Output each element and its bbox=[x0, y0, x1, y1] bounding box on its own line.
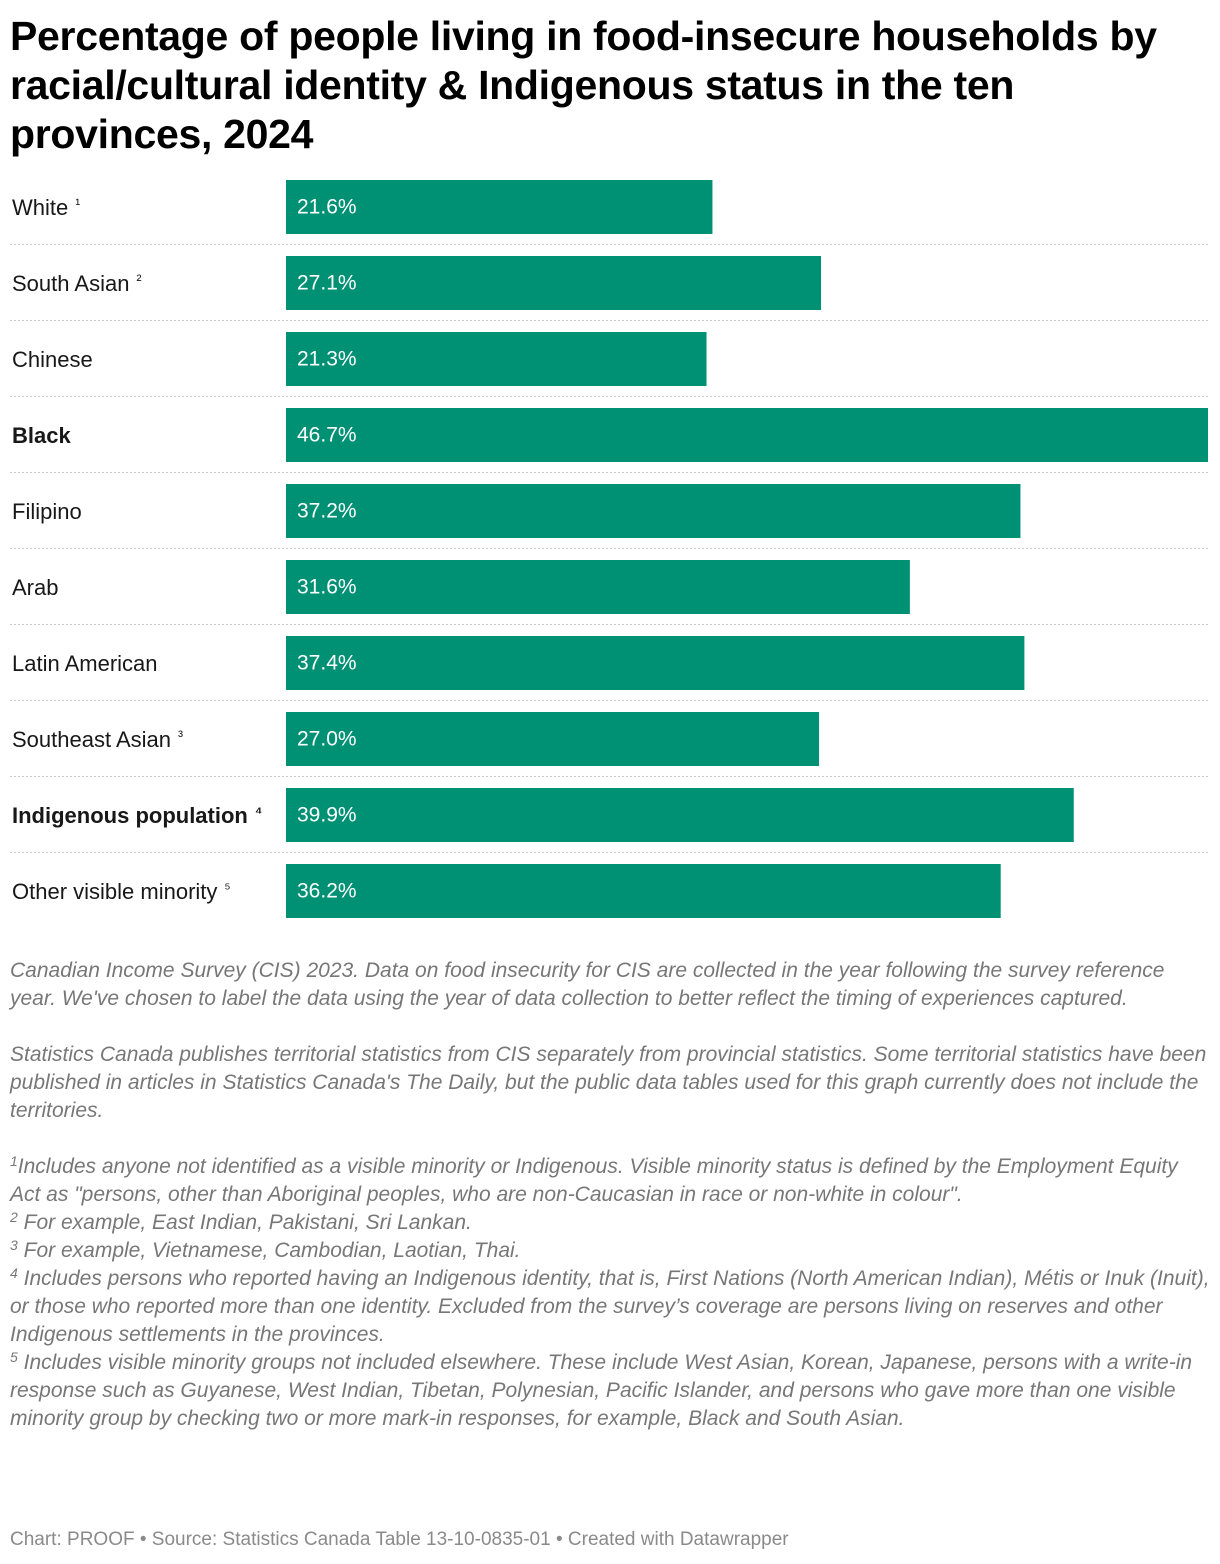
bar bbox=[286, 864, 1001, 918]
chart-footer: Chart: PROOF • Source: Statistics Canada… bbox=[10, 1529, 789, 1550]
bar-value-label: 27.1% bbox=[297, 272, 357, 295]
bar-value-label: 31.6% bbox=[297, 576, 357, 599]
footnote-text: Includes persons who reported having an … bbox=[10, 1267, 1210, 1346]
category-footnote-marker: ⁴ bbox=[255, 804, 262, 821]
chart-notes: Canadian Income Survey (CIS) 2023. Data … bbox=[10, 957, 1210, 1433]
footnote-number: 1 bbox=[10, 1153, 18, 1169]
bar bbox=[286, 180, 713, 234]
category-label: Filipino bbox=[12, 499, 82, 524]
bar bbox=[286, 636, 1025, 690]
bar bbox=[286, 408, 1208, 462]
category-footnote-marker: ⁵ bbox=[224, 880, 230, 897]
category-name: Indigenous population bbox=[12, 803, 248, 828]
category-name: Arab bbox=[12, 575, 58, 600]
bar-value-label: 46.7% bbox=[297, 424, 357, 447]
category-name: Black bbox=[12, 423, 71, 448]
category-label: White ¹ bbox=[12, 195, 80, 220]
bar bbox=[286, 788, 1074, 842]
category-label: Southeast Asian ³ bbox=[12, 727, 183, 752]
footnote: 3 For example, Vietnamese, Cambodian, La… bbox=[10, 1237, 1210, 1265]
category-label: Latin American bbox=[12, 651, 158, 676]
category-name: Other visible minority bbox=[12, 879, 217, 904]
bar-value-label: 37.2% bbox=[297, 500, 357, 523]
bar bbox=[286, 256, 822, 310]
bar-chart: White ¹ 21.6% South Asian ² 27.1% Chinese 21.3%… bbox=[10, 180, 1208, 918]
footnote-number: 5 bbox=[10, 1349, 18, 1365]
footnote-number: 2 bbox=[10, 1209, 18, 1225]
bar-value-label: 39.9% bbox=[297, 804, 357, 827]
footnote-text: For example, East Indian, Pakistani, Sri… bbox=[17, 1211, 472, 1234]
category-name: Latin American bbox=[12, 651, 158, 676]
footnotes: 1Includes anyone not identified as a vis… bbox=[10, 1153, 1210, 1433]
category-name: Chinese bbox=[12, 347, 93, 372]
footnote-text: Includes anyone not identified as a visi… bbox=[10, 1155, 1178, 1206]
category-name: Southeast Asian bbox=[12, 727, 171, 752]
bar-value-label: 36.2% bbox=[297, 880, 357, 903]
category-footnote-marker: ¹ bbox=[75, 196, 80, 213]
category-footnote-marker: ² bbox=[136, 272, 141, 289]
category-name: South Asian bbox=[12, 271, 129, 296]
category-footnote-marker: ³ bbox=[178, 728, 183, 745]
category-name: Filipino bbox=[12, 499, 82, 524]
category-name: White bbox=[12, 195, 68, 220]
bar bbox=[286, 712, 820, 766]
category-label: Black bbox=[12, 423, 71, 448]
footnote: 2 For example, East Indian, Pakistani, S… bbox=[10, 1209, 1210, 1237]
note-territories: Statistics Canada publishes territorial … bbox=[10, 1043, 1207, 1122]
bar-value-label: 21.6% bbox=[297, 196, 357, 219]
bar-value-label: 27.0% bbox=[297, 728, 357, 751]
category-label: Other visible minority ⁵ bbox=[12, 879, 231, 904]
footnote-number: 3 bbox=[10, 1237, 18, 1253]
footnote-text: Includes visible minority groups not inc… bbox=[10, 1351, 1193, 1430]
category-label: Indigenous population ⁴ bbox=[12, 803, 262, 828]
bar bbox=[286, 484, 1021, 538]
bar bbox=[286, 332, 707, 386]
bar bbox=[286, 560, 910, 614]
category-label: Chinese bbox=[12, 347, 93, 372]
bar-value-label: 21.3% bbox=[297, 348, 357, 371]
footnote-text: For example, Vietnamese, Cambodian, Laot… bbox=[17, 1239, 521, 1262]
footnote: 1Includes anyone not identified as a vis… bbox=[10, 1153, 1210, 1209]
footnote: 5 Includes visible minority groups not i… bbox=[10, 1349, 1210, 1433]
category-label: South Asian ² bbox=[12, 271, 141, 296]
bar-value-label: 37.4% bbox=[297, 652, 357, 675]
chart-title: Percentage of people living in food-inse… bbox=[10, 13, 1157, 157]
note-survey: Canadian Income Survey (CIS) 2023. Data … bbox=[10, 959, 1165, 1010]
footnote: 4 Includes persons who reported having a… bbox=[10, 1265, 1210, 1349]
category-label: Arab bbox=[12, 575, 58, 600]
footnote-number: 4 bbox=[10, 1265, 18, 1281]
